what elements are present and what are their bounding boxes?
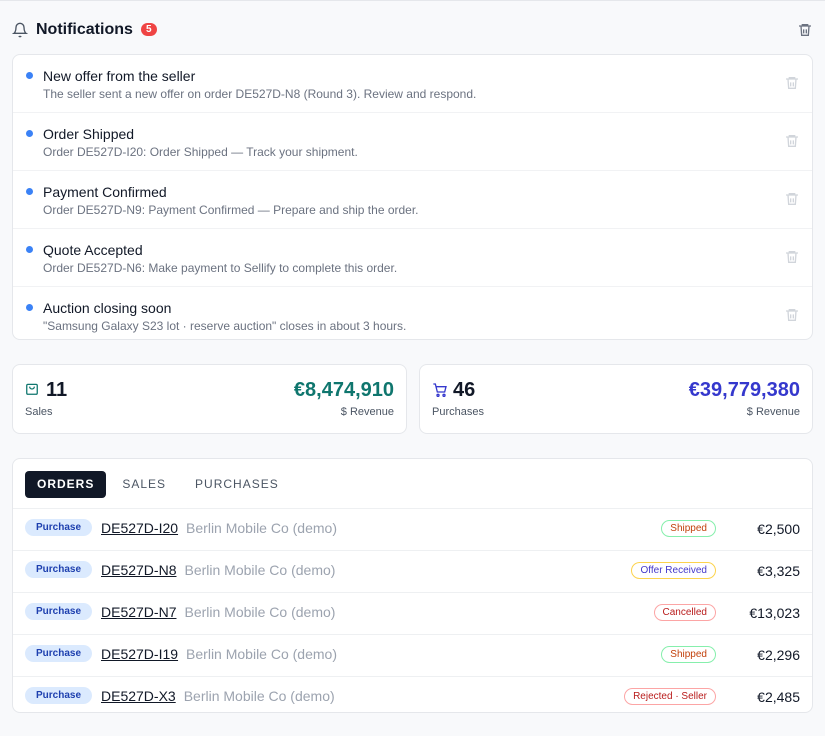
tab[interactable]: PURCHASES xyxy=(195,477,279,491)
order-row[interactable]: Purchase DE527D-I19 Berlin Mobile Co (demo… xyxy=(13,634,812,676)
notification-body: The seller sent a new offer on order DE5… xyxy=(43,87,477,101)
stat-icon xyxy=(432,382,448,403)
order-type: Purchase xyxy=(25,603,93,620)
order-status: Cancelled xyxy=(653,604,716,621)
stat-card: 11 Sales €8,474,910 $ Revenue xyxy=(12,364,407,434)
notification-body: Order DE527D-N9: Payment Confirmed — Pre… xyxy=(43,203,419,217)
orders-card: ORDERS SALES PURCHASES Purchase DE527D-I20 Be… xyxy=(12,458,813,713)
stat-amount: €39,779,380 xyxy=(688,379,800,401)
order-party: Berlin Mobile Co (demo) xyxy=(186,646,337,662)
notification-title: Payment Confirmed xyxy=(43,184,167,200)
order-line: DE527D-X3 Berlin Mobile Co (demo) xyxy=(101,688,335,704)
clear-all[interactable] xyxy=(797,22,813,38)
delete-notification[interactable] xyxy=(784,249,800,270)
notification[interactable]: Payment Confirmed Order DE527D-N9: Paymen… xyxy=(13,171,812,229)
order-party: Berlin Mobile Co (demo) xyxy=(183,688,335,704)
badge: 5 xyxy=(141,23,157,36)
order-amount: €13,023 xyxy=(749,605,800,621)
order-row[interactable]: Purchase DE527D-X3 Berlin Mobile Co (demo)… xyxy=(13,676,812,712)
stat-icon xyxy=(25,382,39,401)
unread-dot xyxy=(26,188,33,195)
order-id[interactable]: DE527D-I19 xyxy=(101,646,179,662)
notification-title: New offer from the seller xyxy=(43,68,196,84)
order-id[interactable]: DE527D-X3 xyxy=(101,688,176,704)
order-status: Rejected · Seller xyxy=(624,688,716,705)
order-line: DE527D-I20 Berlin Mobile Co (demo) xyxy=(101,520,337,536)
unread-dot xyxy=(26,304,33,311)
order-party: Berlin Mobile Co (demo) xyxy=(186,520,337,536)
stat-amount-label: $ Revenue xyxy=(746,406,800,418)
notifications-card: New offer from the seller The seller sent… xyxy=(12,54,813,340)
stat-count: 46 xyxy=(453,379,476,401)
notification[interactable]: Order Shipped Order DE527D-I20: Order Shi… xyxy=(13,113,812,171)
notification[interactable]: New offer from the seller The seller sent… xyxy=(13,55,812,113)
order-party: Berlin Mobile Co (demo) xyxy=(184,604,336,620)
stat-card: 46 Purchases €39,779,380 $ Revenue xyxy=(419,364,813,434)
order-party: Berlin Mobile Co (demo) xyxy=(184,562,336,578)
notification-title: Quote Accepted xyxy=(43,242,143,258)
stat-amount: €8,474,910 xyxy=(293,379,394,401)
order-amount: €2,485 xyxy=(757,689,800,705)
bell-icon xyxy=(12,22,28,38)
stat-label: Sales xyxy=(25,406,53,418)
order-status: Shipped xyxy=(661,646,716,663)
stat-label: Purchases xyxy=(432,406,484,418)
notification-body: "Samsung Galaxy S23 lot · reserve auctio… xyxy=(43,319,407,333)
order-row[interactable]: Purchase DE527D-N7 Berlin Mobile Co (demo)… xyxy=(13,592,812,634)
notification-body: Order DE527D-I20: Order Shipped — Track … xyxy=(43,145,358,159)
notification-title: Order Shipped xyxy=(43,126,135,142)
order-amount: €2,296 xyxy=(757,647,800,663)
order-id[interactable]: DE527D-N7 xyxy=(101,604,177,620)
unread-dot xyxy=(26,130,33,137)
order-line: DE527D-N8 Berlin Mobile Co (demo) xyxy=(101,562,335,578)
order-type: Purchase xyxy=(25,645,93,662)
delete-notification[interactable] xyxy=(784,75,800,96)
header-title: Notifications xyxy=(36,21,133,38)
unread-dot xyxy=(26,246,33,253)
notification-body: Order DE527D-N6: Make payment to Sellify… xyxy=(43,261,398,275)
tabs: ORDERS SALES PURCHASES xyxy=(13,459,812,508)
notification-title: Auction closing soon xyxy=(43,300,172,316)
order-status: Offer Received xyxy=(631,562,716,579)
order-type: Purchase xyxy=(25,519,93,536)
order-line: DE527D-N7 Berlin Mobile Co (demo) xyxy=(101,604,335,620)
delete-notification[interactable] xyxy=(784,307,800,328)
order-type: Purchase xyxy=(25,687,93,704)
order-id[interactable]: DE527D-I20 xyxy=(101,520,179,536)
order-line: DE527D-I19 Berlin Mobile Co (demo) xyxy=(101,646,337,662)
order-amount: €2,500 xyxy=(757,521,800,537)
order-id[interactable]: DE527D-N8 xyxy=(101,562,177,578)
tab[interactable]: SALES xyxy=(122,477,167,491)
notification[interactable]: Quote Accepted Order DE527D-N6: Make paym… xyxy=(13,229,812,287)
order-row[interactable]: Purchase DE527D-I20 Berlin Mobile Co (demo… xyxy=(13,508,812,550)
delete-notification[interactable] xyxy=(784,133,800,154)
tab[interactable]: ORDERS xyxy=(25,471,107,498)
order-status: Shipped xyxy=(661,520,716,537)
unread-dot xyxy=(26,72,33,79)
order-row[interactable]: Purchase DE527D-N8 Berlin Mobile Co (demo)… xyxy=(13,550,812,592)
order-type: Purchase xyxy=(25,561,93,578)
delete-notification[interactable] xyxy=(784,191,800,212)
order-amount: €3,325 xyxy=(757,563,800,579)
stat-count: 11 xyxy=(46,379,68,401)
notification[interactable]: Auction closing soon "Samsung Galaxy S23 … xyxy=(13,287,812,339)
stat-amount-label: $ Revenue xyxy=(340,406,394,418)
